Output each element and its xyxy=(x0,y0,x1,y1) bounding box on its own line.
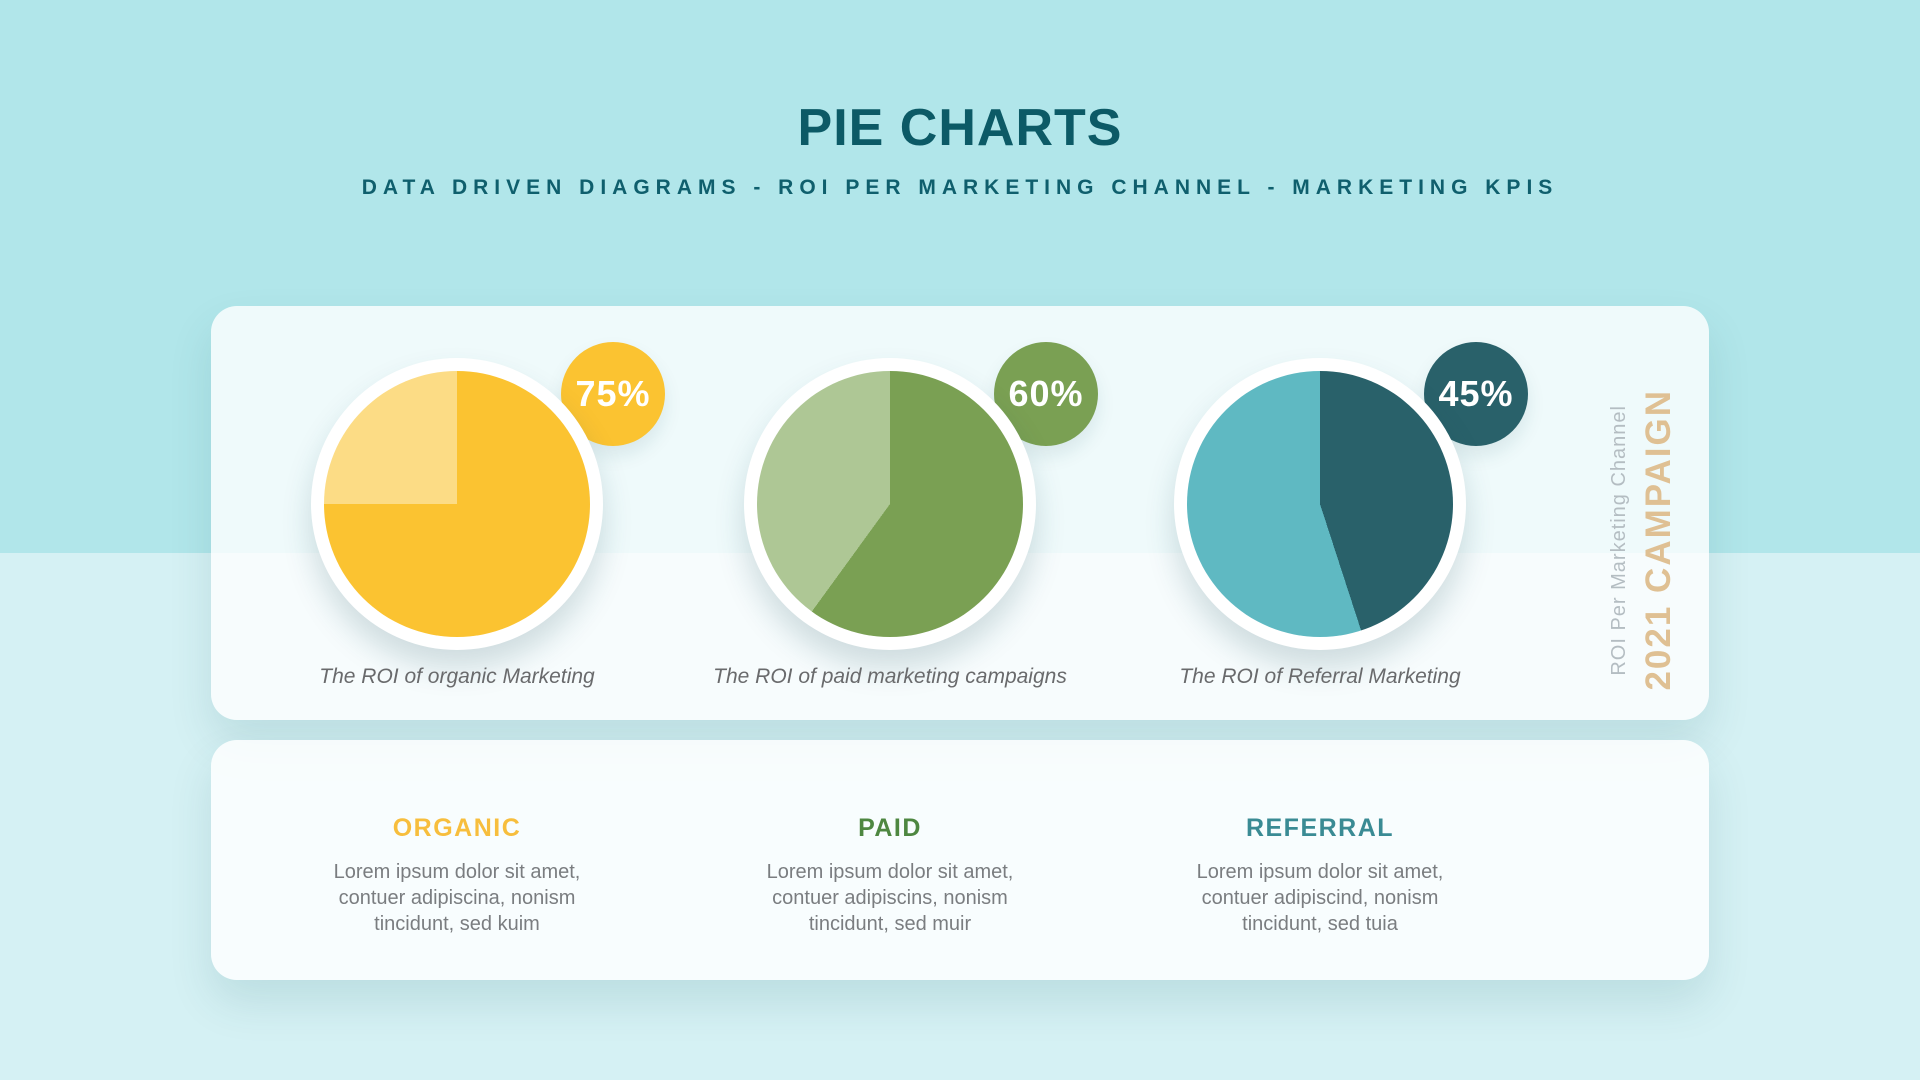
info-line: contuer adipiscina, nonism xyxy=(338,887,576,909)
info-body-organic: Lorem ipsum dolor sit amet, contuer adip… xyxy=(267,859,647,937)
info-body-referral: Lorem ipsum dolor sit amet, contuer adip… xyxy=(1130,859,1510,937)
side-labels: ROI Per Marketing Channel 2021 CAMPAIGN xyxy=(1608,389,1679,691)
pie-chart-paid xyxy=(757,371,1023,637)
info-line: Lorem ipsum dolor sit amet, xyxy=(1196,861,1444,883)
info-title-referral: REFERRAL xyxy=(1245,814,1395,842)
info-body-paid: Lorem ipsum dolor sit amet, contuer adip… xyxy=(700,859,1080,937)
pie-caption-referral: The ROI of Referral Marketing xyxy=(1179,665,1461,688)
info-line: Lorem ipsum dolor sit amet, xyxy=(766,861,1014,883)
pie-ring-referral xyxy=(1174,358,1466,650)
info-title-paid: PAID xyxy=(858,814,922,842)
info-column-referral: REFERRAL Lorem ipsum dolor sit amet, con… xyxy=(1130,814,1510,937)
info-line: tincidunt, sed muir xyxy=(808,913,972,935)
pie-group-organic: 75% The ROI of organic Marketing xyxy=(311,342,665,688)
header: PIE CHARTS DATA DRIVEN DIAGRAMS - ROI PE… xyxy=(0,98,1920,200)
pie-chart-organic xyxy=(324,371,590,637)
pie-ring-paid xyxy=(744,358,1036,650)
pie-group-referral: 45% The ROI of Referral Marketing xyxy=(1174,342,1528,688)
pie-chart-referral xyxy=(1187,371,1453,637)
info-line: tincidunt, sed tuia xyxy=(1242,913,1398,935)
pie-caption-organic: The ROI of organic Marketing xyxy=(319,665,595,688)
pie-ring-organic xyxy=(311,358,603,650)
description-card: ORGANIC Lorem ipsum dolor sit amet, cont… xyxy=(211,740,1709,980)
info-column-paid: PAID Lorem ipsum dolor sit amet, contuer… xyxy=(700,814,1080,937)
info-line: contuer adipiscins, nonism xyxy=(772,887,1008,909)
pie-caption-paid: The ROI of paid marketing campaigns xyxy=(713,665,1067,688)
info-title-organic: ORGANIC xyxy=(392,814,522,842)
side-label-channel: ROI Per Marketing Channel xyxy=(1608,404,1630,676)
page-subtitle: DATA DRIVEN DIAGRAMS - ROI PER MARKETING… xyxy=(361,176,1559,199)
info-line: Lorem ipsum dolor sit amet, xyxy=(333,861,581,883)
info-line: contuer adipiscind, nonism xyxy=(1201,887,1439,909)
info-line: tincidunt, sed kuim xyxy=(374,913,540,935)
page-title: PIE CHARTS xyxy=(797,99,1123,157)
side-label-campaign: 2021 CAMPAIGN xyxy=(1639,389,1678,691)
info-column-organic: ORGANIC Lorem ipsum dolor sit amet, cont… xyxy=(267,814,647,937)
pie-charts-card: 75% The ROI of organic Marketing 60% The… xyxy=(211,306,1709,720)
pie-group-paid: 60% The ROI of paid marketing campaigns xyxy=(713,342,1098,688)
